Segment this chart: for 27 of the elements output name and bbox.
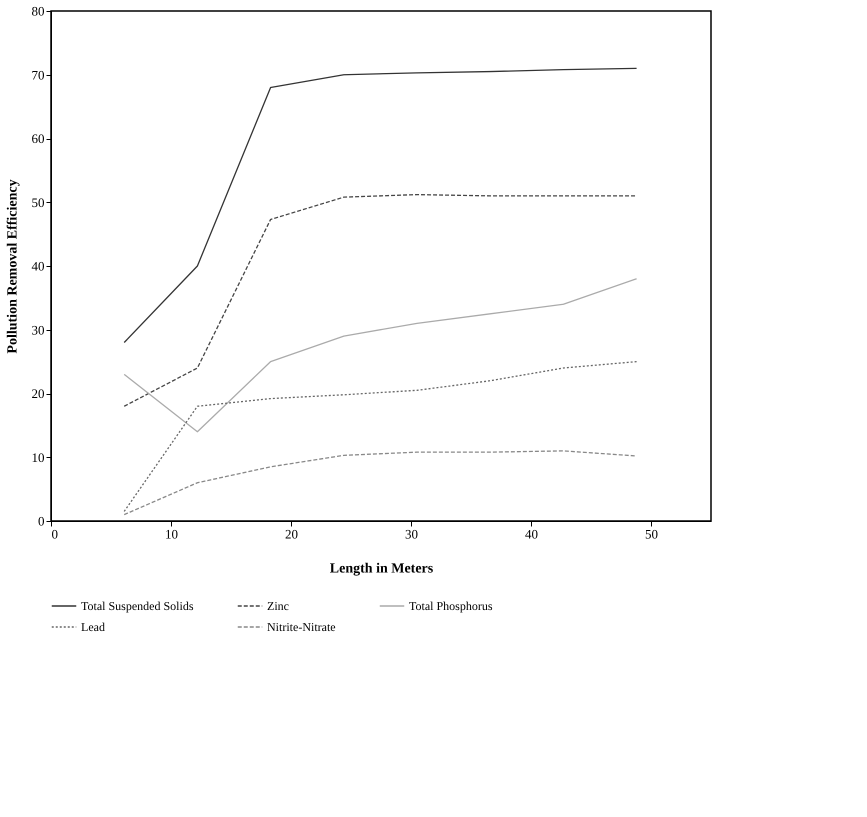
y-axis-title: Pollution Removal Efficiency — [6, 179, 20, 354]
x-axis-title: Length in Meters — [330, 562, 434, 576]
y-tick-label: 0 — [38, 514, 44, 528]
line-series — [124, 68, 638, 344]
x-tick-label: 30 — [405, 526, 418, 542]
x-tick-label: 50 — [645, 526, 658, 542]
line-series — [124, 278, 638, 432]
y-tick-label: 40 — [32, 258, 44, 274]
y-tick-label: 10 — [32, 450, 44, 465]
legend-label: Lead — [81, 620, 105, 634]
legend-label: Total Phosphorus — [409, 599, 493, 613]
line-series — [124, 360, 638, 512]
line-series — [124, 194, 638, 407]
y-tick-label: 70 — [32, 67, 44, 82]
x-tick-label: 10 — [165, 526, 178, 542]
y-tick-label: 80 — [32, 4, 44, 18]
y-tick-label: 50 — [32, 194, 44, 210]
y-tick-label: 20 — [32, 386, 44, 401]
legend-label: Total Suspended Solids — [81, 599, 194, 613]
y-tick-label: 30 — [32, 322, 44, 338]
line-series — [124, 450, 638, 516]
x-tick-label: 0 — [52, 526, 58, 542]
legend-label: Zinc — [267, 599, 289, 613]
x-tick-label: 20 — [285, 526, 298, 542]
x-tick-label: 40 — [525, 526, 538, 542]
y-tick-label: 60 — [32, 131, 44, 146]
legend-label: Nitrite-Nitrate — [267, 620, 336, 634]
